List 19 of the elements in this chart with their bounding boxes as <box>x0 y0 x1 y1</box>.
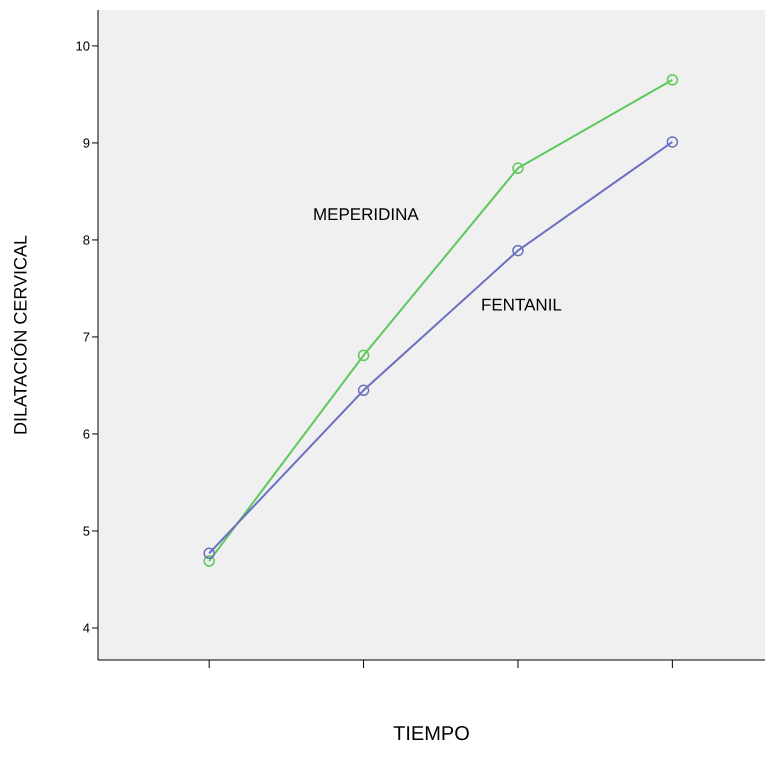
x-axis-title: TIEMPO <box>393 723 470 745</box>
point <box>512 244 524 256</box>
point <box>666 136 678 148</box>
y-tick-label: 5 <box>82 524 90 539</box>
series-label: FENTANIL <box>480 296 562 315</box>
point <box>203 548 215 560</box>
y-tick-label: 8 <box>82 232 90 248</box>
y-tick-label: 9 <box>82 136 90 151</box>
y-axis-title: DILATACIÓN CERVICAL <box>10 234 30 436</box>
point <box>358 350 370 362</box>
y-tick-label: 10 <box>76 38 90 54</box>
point <box>358 384 370 396</box>
text: MEPERIDINA <box>312 205 420 224</box>
point <box>203 555 215 567</box>
point <box>512 162 524 174</box>
y-tick-label: 6 <box>82 426 90 442</box>
y-tick-label: 7 <box>82 330 90 345</box>
y-tick-label: 4 <box>82 620 90 636</box>
point <box>666 74 678 86</box>
